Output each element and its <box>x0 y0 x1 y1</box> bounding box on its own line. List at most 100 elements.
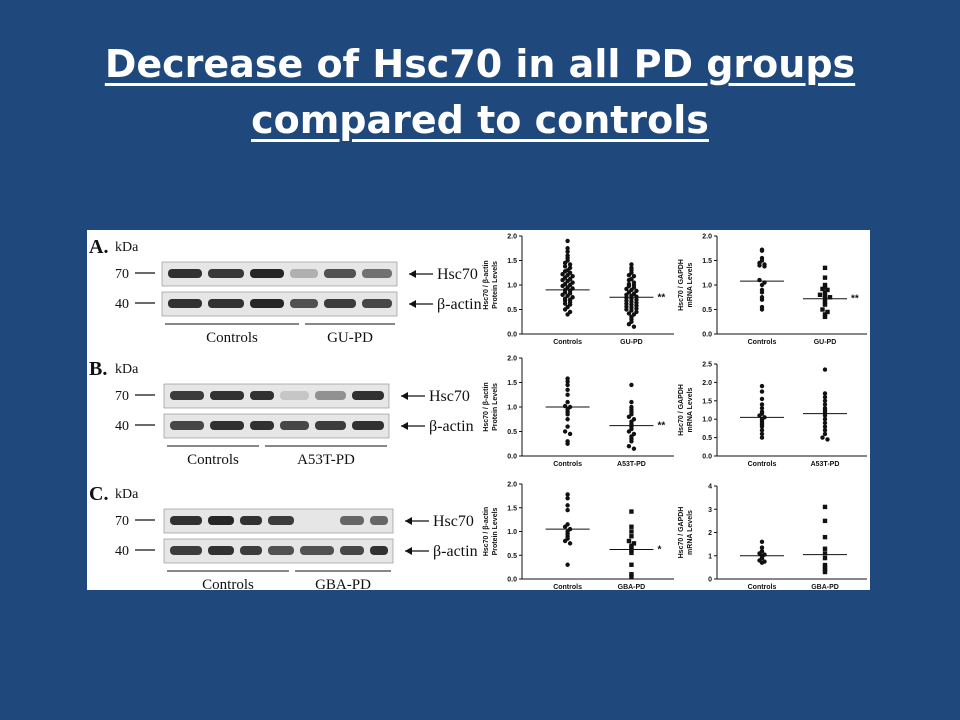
data-point <box>822 518 828 524</box>
blot-strip-hsc70 <box>163 383 390 409</box>
data-point <box>822 285 828 290</box>
data-point <box>629 534 634 539</box>
y-axis-label-line2: Protein Levels <box>492 383 499 431</box>
data-point <box>570 295 575 300</box>
data-point <box>560 272 565 277</box>
y-axis-label: Hsc70 / GAPDH mRNA Levels <box>678 384 694 436</box>
y-tick-label: 0.5 <box>507 307 517 314</box>
y-tick-label: 2.0 <box>507 234 517 241</box>
data-point <box>567 309 573 315</box>
y-axis-label-line1: Hsc70 / GAPDH <box>678 507 685 559</box>
band-label-actin: β-actin <box>433 543 478 560</box>
data-point <box>825 437 830 442</box>
arrowhead <box>401 392 408 400</box>
data-point <box>562 296 568 301</box>
band-actin <box>208 299 244 308</box>
data-point <box>631 541 637 546</box>
data-point <box>626 311 632 316</box>
figure-panel: A. kDa 70 40 Hsc70 β-actin Controls GU-PD B. kDa 7… <box>87 230 870 590</box>
data-point <box>565 387 570 393</box>
data-point <box>759 402 765 407</box>
x-category-label: GBA-PD <box>811 584 839 590</box>
band-actin <box>280 421 309 430</box>
arrowhead <box>405 547 412 555</box>
data-point <box>822 431 828 437</box>
kda-label: kDa <box>115 487 139 502</box>
data-point <box>759 545 765 550</box>
band-actin <box>208 546 234 555</box>
data-point <box>759 383 765 389</box>
data-point <box>817 292 823 297</box>
significance-marker: ** <box>657 421 665 432</box>
y-tick-label: 3 <box>708 507 712 514</box>
band-hsc70 <box>280 391 309 400</box>
band-actin <box>250 299 284 308</box>
data-point <box>759 548 765 554</box>
data-point <box>634 309 639 315</box>
data-point <box>825 309 830 315</box>
band-hsc70 <box>208 516 234 525</box>
arrowhead <box>401 422 408 430</box>
mw-marker-70: 70 <box>115 514 129 529</box>
data-point <box>626 444 632 449</box>
y-tick-label: 1.0 <box>507 405 517 412</box>
group-label-pd: GBA-PD <box>315 577 371 590</box>
y-axis-label: Hsc70 / β-actin Protein Levels <box>483 507 499 556</box>
data-point <box>565 417 570 422</box>
band-actin <box>210 421 244 430</box>
data-point <box>759 295 765 300</box>
mw-marker-40: 40 <box>115 297 129 312</box>
data-point <box>822 302 828 307</box>
band-actin <box>250 421 274 430</box>
western-blot-c: C. kDa 70 40 Hsc70 β-actin Controls GBA-PD <box>89 483 478 590</box>
y-tick-label: 2.0 <box>507 482 517 489</box>
group-label-controls: Controls <box>187 452 239 468</box>
band-actin <box>168 299 202 308</box>
data-point <box>631 273 637 279</box>
data-point <box>822 420 828 426</box>
scatter-plot-b-protein: 0.0 0.5 1.0 1.5 2.0 Hsc70 / β-actin Protein Le… <box>483 356 674 468</box>
data-point <box>567 431 573 437</box>
band-actin <box>300 546 334 555</box>
y-tick-label: 2.0 <box>702 380 712 387</box>
data-point <box>759 255 765 261</box>
data-point <box>565 238 570 244</box>
y-tick-label: 0.5 <box>507 429 517 436</box>
y-tick-label: 0.5 <box>507 553 517 560</box>
title-line-2: compared to controls <box>251 98 709 142</box>
data-point <box>629 276 634 282</box>
band-hsc70 <box>168 269 202 278</box>
data-point <box>565 253 570 258</box>
data-point <box>825 287 830 293</box>
data-point <box>820 307 825 312</box>
data-point <box>822 394 828 400</box>
panel-letter: C. <box>89 483 108 505</box>
data-point <box>822 265 828 271</box>
y-axis-label: Hsc70 / GAPDH mRNA Levels <box>678 259 694 311</box>
panel-letter: A. <box>89 236 108 258</box>
data-point <box>629 265 634 271</box>
slide-title: Decrease of Hsc70 in all PD groups compa… <box>40 36 920 148</box>
band-hsc70 <box>352 391 384 400</box>
data-point <box>822 290 828 295</box>
x-category-label: Controls <box>553 339 582 346</box>
x-category-label: Controls <box>748 339 777 346</box>
data-point <box>567 276 573 282</box>
data-point <box>629 509 634 514</box>
band-label-actin: β-actin <box>429 418 474 435</box>
y-axis-label: Hsc70 / β-actin Protein Levels <box>483 382 499 431</box>
data-point <box>822 546 828 551</box>
data-point <box>567 541 573 546</box>
data-point <box>822 275 828 280</box>
data-point <box>822 299 828 305</box>
y-tick-label: 0.0 <box>507 454 517 461</box>
band-hsc70 <box>208 269 244 278</box>
y-axis-label-line1: Hsc70 / β-actin <box>483 507 490 556</box>
data-point <box>565 399 570 405</box>
data-point <box>626 538 632 544</box>
data-point <box>631 324 637 329</box>
band-actin <box>352 421 384 430</box>
y-axis-label-line2: Protein Levels <box>492 507 499 555</box>
band-hsc70 <box>290 269 318 278</box>
x-category-label: Controls <box>748 584 777 590</box>
